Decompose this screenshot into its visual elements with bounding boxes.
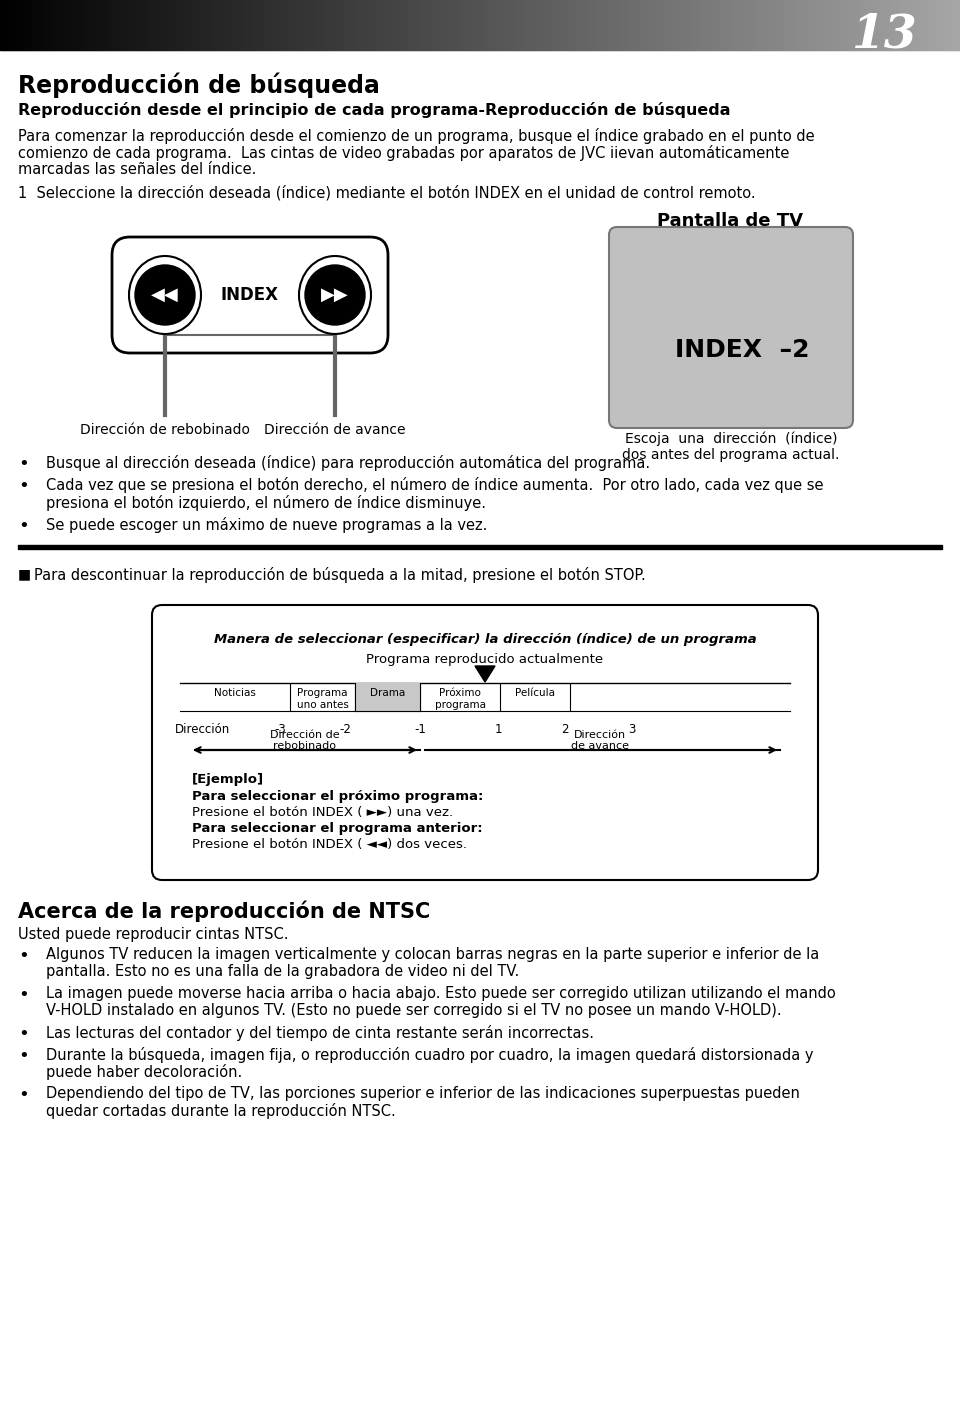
Text: Para seleccionar el próximo programa:: Para seleccionar el próximo programa: — [192, 790, 484, 803]
Text: puede haber decoloración.: puede haber decoloración. — [46, 1064, 242, 1080]
Text: rebobinado: rebobinado — [274, 741, 337, 751]
Circle shape — [135, 266, 195, 326]
Text: Para descontinuar la reproducción de búsqueda a la mitad, presione el botón STOP: Para descontinuar la reproducción de bús… — [34, 567, 646, 583]
Text: Algunos TV reducen la imagen verticalmente y colocan barras negras en la parte s: Algunos TV reducen la imagen verticalmen… — [46, 947, 819, 962]
Text: •: • — [18, 1087, 29, 1104]
Text: uno antes: uno antes — [297, 700, 348, 710]
Text: Pantalla de TV: Pantalla de TV — [657, 211, 803, 230]
Text: Noticias: Noticias — [214, 688, 256, 698]
Text: Drama: Drama — [370, 688, 405, 698]
Text: -2: -2 — [339, 723, 351, 735]
Text: 3: 3 — [628, 723, 636, 735]
Text: quedar cortadas durante la reproducción NTSC.: quedar cortadas durante la reproducción … — [46, 1102, 396, 1120]
Text: Programa reproducido actualmente: Programa reproducido actualmente — [367, 653, 604, 665]
Text: Se puede escoger un máximo de nueve programas a la vez.: Se puede escoger un máximo de nueve prog… — [46, 517, 488, 533]
FancyBboxPatch shape — [112, 237, 388, 353]
Text: Presione el botón INDEX ( ◄◄) dos veces.: Presione el botón INDEX ( ◄◄) dos veces. — [192, 838, 467, 851]
Text: Dirección: Dirección — [175, 723, 230, 735]
Text: Reproducción desde el principio de cada programa-Reproducción de búsqueda: Reproducción desde el principio de cada … — [18, 101, 731, 119]
Text: Cada vez que se presiona el botón derecho, el número de índice aumenta.  Por otr: Cada vez que se presiona el botón derech… — [46, 477, 824, 493]
Text: 13: 13 — [852, 11, 918, 59]
Text: Presione el botón INDEX ( ►►) una vez.: Presione el botón INDEX ( ►►) una vez. — [192, 805, 453, 820]
Text: V-HOLD instalado en algunos TV. (Esto no puede ser corregido si el TV no posee u: V-HOLD instalado en algunos TV. (Esto no… — [46, 1002, 781, 1018]
Ellipse shape — [299, 256, 371, 334]
Text: Manera de seleccionar (especificar) la dirección (índice) de un programa: Manera de seleccionar (especificar) la d… — [214, 633, 756, 645]
Text: presiona el botón izquierdo, el número de índice disminuye.: presiona el botón izquierdo, el número d… — [46, 496, 486, 511]
Text: Película: Película — [515, 688, 555, 698]
Text: marcadas las señales del índice.: marcadas las señales del índice. — [18, 161, 256, 177]
Text: ◀◀: ◀◀ — [151, 286, 179, 304]
Text: Durante la búsqueda, imagen fija, o reproducción cuadro por cuadro, la imagen qu: Durante la búsqueda, imagen fija, o repr… — [46, 1047, 813, 1062]
Text: pantalla. Esto no es una falla de la grabadora de video ni del TV.: pantalla. Esto no es una falla de la gra… — [46, 964, 519, 980]
Text: •: • — [18, 947, 29, 965]
Text: Dirección: Dirección — [574, 730, 626, 740]
FancyBboxPatch shape — [609, 227, 853, 428]
Text: Para seleccionar el programa anterior:: Para seleccionar el programa anterior: — [192, 823, 483, 835]
Text: •: • — [18, 985, 29, 1004]
Circle shape — [305, 266, 365, 326]
Text: 1  Seleccione la dirección deseada (índice) mediante el botón INDEX en el unidad: 1 Seleccione la dirección deseada (índic… — [18, 186, 756, 200]
Text: Dirección de: Dirección de — [270, 730, 340, 740]
Ellipse shape — [129, 256, 201, 334]
Text: INDEX  –2: INDEX –2 — [675, 337, 809, 361]
Text: Dirección de rebobinado: Dirección de rebobinado — [80, 423, 250, 437]
Text: dos antes del programa actual.: dos antes del programa actual. — [622, 448, 840, 463]
Text: Próximo: Próximo — [439, 688, 481, 698]
Text: Escoja  una  dirección  (índice): Escoja una dirección (índice) — [625, 433, 837, 447]
Text: 1: 1 — [494, 723, 502, 735]
Text: Las lecturas del contador y del tiempo de cinta restante serán incorrectas.: Las lecturas del contador y del tiempo d… — [46, 1025, 594, 1041]
Text: -1: -1 — [414, 723, 426, 735]
Text: Programa: Programa — [298, 688, 348, 698]
Text: Dependiendo del tipo de TV, las porciones superior e inferior de las indicacione: Dependiendo del tipo de TV, las porcione… — [46, 1087, 800, 1101]
FancyBboxPatch shape — [152, 605, 818, 880]
Text: •: • — [18, 1025, 29, 1042]
Bar — [355, 683, 420, 711]
Text: •: • — [18, 1047, 29, 1065]
Text: comienzo de cada programa.  Las cintas de video grabadas por aparatos de JVC iie: comienzo de cada programa. Las cintas de… — [18, 146, 789, 161]
Text: Dirección de avance: Dirección de avance — [264, 423, 406, 437]
Text: Acerca de la reproducción de NTSC: Acerca de la reproducción de NTSC — [18, 900, 430, 921]
Text: •: • — [18, 456, 29, 473]
Text: de avance: de avance — [571, 741, 629, 751]
Text: -3: -3 — [275, 723, 286, 735]
Text: ■: ■ — [18, 567, 31, 581]
Text: [Ejemplo]: [Ejemplo] — [192, 773, 264, 785]
Text: INDEX: INDEX — [221, 286, 279, 304]
Text: •: • — [18, 477, 29, 496]
Text: Usted puede reproducir cintas NTSC.: Usted puede reproducir cintas NTSC. — [18, 927, 289, 942]
Text: programa: programa — [435, 700, 486, 710]
Text: La imagen puede moverse hacia arriba o hacia abajo. Esto puede ser corregido uti: La imagen puede moverse hacia arriba o h… — [46, 985, 836, 1001]
Text: Busque al dirección deseada (índice) para reproducción automática del programa.: Busque al dirección deseada (índice) par… — [46, 456, 650, 471]
Polygon shape — [475, 665, 495, 683]
Text: •: • — [18, 517, 29, 536]
Text: ▶▶: ▶▶ — [322, 286, 348, 304]
Text: Para comenzar la reproducción desde el comienzo de un programa, busque el índice: Para comenzar la reproducción desde el c… — [18, 129, 815, 144]
Text: Reproducción de búsqueda: Reproducción de búsqueda — [18, 71, 380, 97]
Text: 2: 2 — [562, 723, 568, 735]
